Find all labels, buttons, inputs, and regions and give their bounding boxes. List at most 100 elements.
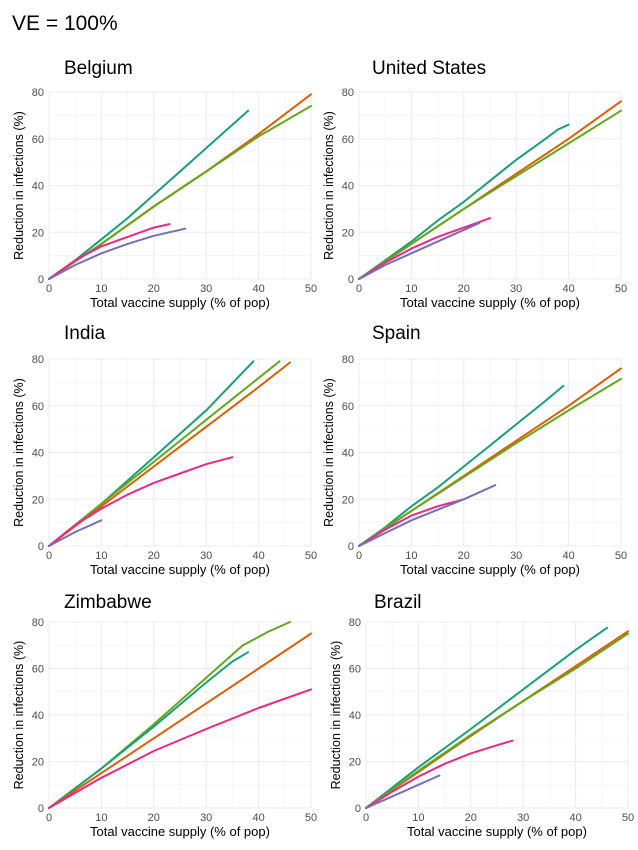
series-line-4	[48, 519, 103, 547]
x-tick-label: 10	[95, 550, 107, 562]
y-tick-label: 0	[38, 274, 44, 286]
figure-title: VE = 100%	[12, 12, 118, 35]
x-tick-label: 30	[200, 283, 212, 295]
y-tick-label: 20	[349, 757, 361, 769]
y-axis-label: Reduction in infections (%)	[12, 641, 26, 790]
x-tick-label: 20	[148, 283, 160, 295]
chart-panel-2: 0 10 20 30 40 50 0 20 40 60 80 Total vaccine supply…	[12, 323, 317, 577]
chart-panel-0: 0 10 20 30 40 50 0 20 40 60 80 Total vaccine supply…	[12, 58, 317, 310]
y-tick-label: 80	[32, 87, 44, 99]
x-tick-label: 0	[356, 550, 362, 562]
x-axis-label: Total vaccine supply (% of pop)	[407, 824, 587, 839]
x-tick-label: 50	[622, 812, 634, 824]
y-tick-label: 20	[32, 757, 44, 769]
series-line-2	[358, 109, 622, 280]
y-tick-label: 80	[349, 617, 361, 629]
y-tick-label: 0	[355, 803, 361, 815]
x-tick-label: 30	[200, 550, 212, 562]
x-tick-label: 20	[148, 812, 160, 824]
series-line-3	[48, 456, 234, 547]
x-axis-label: Total vaccine supply (% of pop)	[90, 824, 270, 839]
series-line-2	[365, 632, 629, 809]
x-axis-label: Total vaccine supply (% of pop)	[90, 562, 270, 577]
x-tick-label: 40	[562, 283, 574, 295]
series-line-0	[365, 626, 608, 809]
series-line-3	[358, 498, 465, 547]
x-tick-label: 0	[46, 283, 52, 295]
x-tick-label: 0	[46, 550, 52, 562]
x-tick-label: 20	[148, 550, 160, 562]
series-line-2	[358, 377, 622, 547]
series-line-3	[358, 217, 491, 280]
y-tick-label: 60	[32, 134, 44, 146]
y-tick-label: 20	[32, 227, 44, 239]
x-tick-label: 10	[405, 283, 417, 295]
y-tick-label: 60	[342, 134, 354, 146]
y-tick-label: 40	[32, 448, 44, 460]
series-line-2	[48, 632, 312, 809]
series-line-4	[48, 227, 187, 280]
x-tick-label: 30	[510, 550, 522, 562]
y-tick-label: 60	[32, 664, 44, 676]
chart-title: United States	[372, 58, 486, 79]
x-tick-label: 10	[95, 812, 107, 824]
x-tick-label: 20	[458, 283, 470, 295]
x-tick-label: 30	[517, 812, 529, 824]
y-tick-label: 60	[349, 664, 361, 676]
series-line-1	[48, 651, 250, 809]
y-tick-label: 60	[32, 401, 44, 413]
x-tick-label: 0	[363, 812, 369, 824]
y-tick-label: 80	[32, 354, 44, 366]
x-tick-label: 20	[458, 550, 470, 562]
chart-title: Brazil	[374, 592, 422, 613]
x-tick-label: 40	[252, 550, 264, 562]
y-tick-label: 0	[38, 803, 44, 815]
y-tick-label: 40	[32, 181, 44, 193]
x-tick-label: 10	[95, 283, 107, 295]
y-tick-label: 20	[342, 227, 354, 239]
y-tick-label: 80	[342, 87, 354, 99]
series-line-0	[358, 123, 570, 280]
y-tick-label: 60	[342, 401, 354, 413]
y-tick-label: 80	[342, 354, 354, 366]
x-tick-label: 30	[510, 283, 522, 295]
y-tick-label: 40	[349, 710, 361, 722]
series-line-3	[48, 223, 171, 280]
series-line-0	[48, 360, 255, 547]
x-axis-label: Total vaccine supply (% of pop)	[400, 562, 580, 577]
x-tick-label: 50	[305, 812, 317, 824]
x-tick-label: 50	[615, 283, 627, 295]
chart-title: Zimbabwe	[64, 592, 152, 613]
chart-title: Spain	[372, 323, 421, 344]
series-line-1	[48, 360, 281, 547]
y-axis-label: Reduction in infections (%)	[322, 111, 336, 260]
series-line-0	[48, 109, 250, 280]
y-tick-label: 20	[32, 494, 44, 506]
y-tick-label: 40	[342, 181, 354, 193]
y-tick-label: 0	[38, 541, 44, 553]
x-tick-label: 40	[252, 812, 264, 824]
x-tick-label: 0	[46, 812, 52, 824]
series-line-4	[358, 221, 481, 280]
y-axis-label: Reduction in infections (%)	[329, 641, 343, 790]
y-tick-label: 40	[342, 448, 354, 460]
chart-title: Belgium	[64, 58, 133, 79]
chart-panel-4: 0 10 20 30 40 50 0 20 40 60 80 Total vaccine supply…	[12, 592, 317, 839]
y-tick-label: 20	[342, 494, 354, 506]
x-tick-label: 50	[305, 283, 317, 295]
x-tick-label: 40	[252, 283, 264, 295]
x-tick-label: 10	[412, 812, 424, 824]
y-tick-label: 80	[32, 617, 44, 629]
chart-panel-3: 0 10 20 30 40 50 0 20 40 60 80 Total vaccine supply…	[322, 323, 627, 577]
chart-title: India	[64, 323, 106, 344]
x-tick-label: 40	[562, 550, 574, 562]
y-axis-label: Reduction in infections (%)	[12, 111, 26, 260]
y-axis-label: Reduction in infections (%)	[322, 378, 336, 527]
series-line-0	[358, 384, 565, 547]
x-tick-label: 0	[356, 283, 362, 295]
chart-panel-1: 0 10 20 30 40 50 0 20 40 60 80 Total vaccine supply…	[322, 58, 627, 310]
series-line-2	[48, 105, 312, 280]
y-tick-label: 40	[32, 710, 44, 722]
x-axis-label: Total vaccine supply (% of pop)	[90, 295, 270, 310]
